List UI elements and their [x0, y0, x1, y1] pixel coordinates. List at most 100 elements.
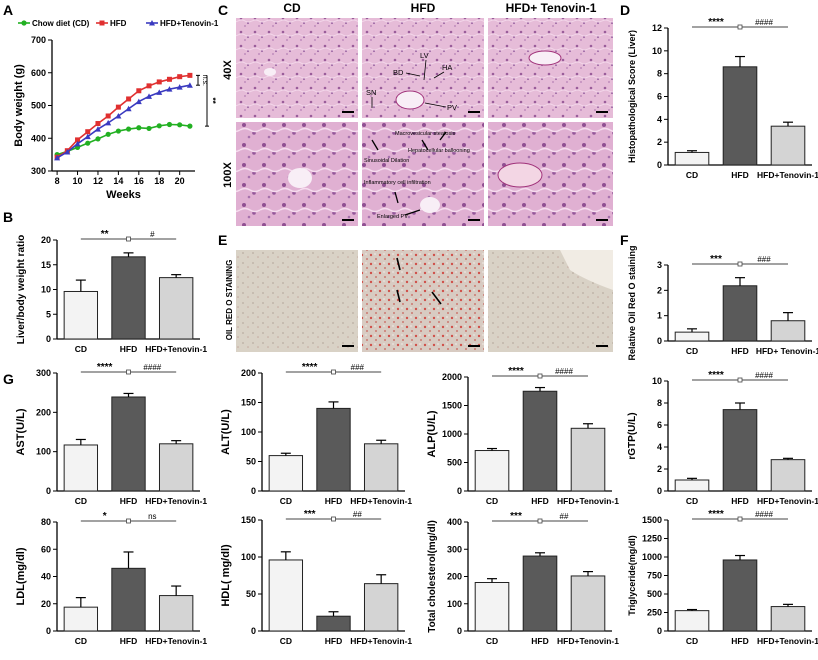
- bar-chart-tc: 0 100 200 300 400 Total cholesterol(mg/dl) CD H…: [427, 511, 619, 646]
- x-tick-label: 14: [113, 176, 123, 186]
- bar-cd: [674, 151, 710, 166]
- y-tick-label: 10: [41, 285, 51, 295]
- y-tick-label: 200: [241, 368, 256, 378]
- panel-label-e: E: [218, 232, 227, 248]
- x-tick-label: HFD+Tenovin-1: [757, 636, 818, 646]
- bar-chart-tg: 0 250 500 750 1000 1250 1500 Triglyceride(mg/dl…: [627, 509, 818, 646]
- y-axis-label: LDL(mg/dl): [15, 547, 27, 605]
- x-tick-label: CD: [686, 170, 698, 180]
- x-tick-label: HFD: [731, 346, 748, 356]
- y-axis-label: Liver/body weight ratio: [16, 235, 27, 344]
- x-tick-label: HFD: [120, 496, 137, 506]
- bar-chart-d: 0 2 4 6 8 10 12 Histopathological Score (Liver)…: [627, 17, 818, 180]
- sig-bracket-mid: [537, 518, 543, 524]
- y-tick-label: 0: [457, 626, 462, 636]
- y-tick-label: 80: [41, 517, 51, 527]
- bar-cd: [674, 479, 710, 492]
- data-point: [156, 89, 163, 95]
- x-tick-label: HFD+Tenovin-1: [145, 344, 207, 354]
- annotation-sn: SN: [366, 88, 376, 97]
- y-tick-label: 500: [647, 589, 662, 599]
- pointer-pv: [424, 102, 447, 108]
- x-tick-label: CD: [280, 636, 292, 646]
- y-axis-label: ALP(U/L): [426, 410, 438, 457]
- y-tick-label: 4: [657, 114, 662, 124]
- vessel-cd-100x: [288, 168, 312, 188]
- bar-cd: [63, 444, 99, 492]
- bar-ten: [158, 443, 194, 492]
- annotation-sinusoidal: Sinusoidal Dilation: [364, 158, 409, 164]
- x-tick-label: HFD+Tenovin-1: [350, 496, 412, 506]
- bar-ten: [363, 443, 399, 492]
- bar-chart-ldl: 0 20 40 60 80 LDL(mg/dl) CD HFD HFD+Tenovin-1 * ns: [15, 511, 207, 646]
- sig-label-left: ****: [97, 362, 113, 373]
- data-point: [94, 126, 101, 132]
- y-tick-label: 300: [447, 544, 462, 554]
- y-tick-label: 4: [657, 442, 662, 452]
- bar-cd: [474, 450, 510, 492]
- bar-chart-alt: 0 50 100 150 200 ALT(U/L) CD HFD HFD+Tenovin-1 **…: [220, 362, 412, 506]
- annotation-bd: BD: [393, 68, 404, 77]
- y-tick-label: 40: [41, 572, 51, 582]
- bar-ten: [570, 575, 606, 632]
- hist-row-40x: 40X: [222, 60, 234, 80]
- arrow-100x-5: [404, 209, 421, 216]
- bar-chart-rgtp: 0 2 4 6 8 10 rGTP(U/L) CD HFD HFD+Tenovin-1 **** ##…: [627, 370, 818, 506]
- y-tick-label: 0: [46, 486, 51, 496]
- y-tick-label: 0: [657, 486, 662, 496]
- legend-label: HFD: [110, 19, 127, 28]
- bar-ten: [770, 606, 806, 632]
- y-tick-label: 1: [657, 311, 662, 321]
- vessel-ten-100x: [497, 162, 543, 188]
- y-tick-label: 1500: [642, 515, 662, 525]
- data-point: [146, 83, 152, 89]
- data-point: [156, 79, 162, 85]
- sig-label-right: ####: [755, 371, 773, 380]
- y-axis-label: Total cholesterol(mg/dl): [427, 520, 438, 633]
- sig-bracket-mid: [737, 516, 743, 522]
- scale-bars-c: [342, 111, 608, 221]
- bar-ten: [770, 459, 806, 492]
- y-axis-label: Relative Oil Red O staining: [627, 245, 637, 360]
- sig-label-right: ##: [560, 512, 569, 521]
- arrow-100x-2: [421, 139, 429, 151]
- x-tick-label: HFD+Tenovin-1: [557, 636, 619, 646]
- y-tick-label: 10: [652, 376, 662, 386]
- bar-hfd: [316, 407, 351, 492]
- y-axis-label: rGTP(U/L): [627, 412, 638, 459]
- data-point: [146, 93, 153, 99]
- legend-label: HFD+Tenovin-1: [160, 19, 219, 28]
- data-point: [84, 133, 91, 140]
- data-point: [75, 137, 81, 143]
- legend-marker: [149, 20, 155, 26]
- y-tick-label: 400: [447, 517, 462, 527]
- data-point: [166, 121, 173, 128]
- bar-hfd: [522, 555, 558, 632]
- bar-cd: [268, 455, 304, 492]
- sig-bracket-mid: [331, 369, 336, 375]
- sig-bracket-mid: [126, 518, 131, 524]
- y-tick-label: 2: [657, 285, 662, 295]
- data-point: [64, 149, 71, 155]
- vessel-hfd-100x: [420, 197, 440, 213]
- data-point: [74, 140, 81, 147]
- arrow-100x-4: [394, 191, 399, 204]
- bar-ten: [363, 583, 399, 632]
- y-tick-label: 500: [31, 101, 46, 111]
- y-tick-label: 0: [46, 334, 51, 344]
- y-tick-label: 600: [31, 68, 46, 78]
- y-tick-label: 1000: [642, 552, 662, 562]
- legend-marker: [99, 20, 105, 26]
- y-tick-label: 250: [647, 608, 662, 618]
- bar-ten: [770, 320, 806, 342]
- y-tick-label: 6: [657, 92, 662, 102]
- y-tick-label: 100: [241, 427, 256, 437]
- annotation-pv: PV: [447, 103, 457, 112]
- x-tick-label: HFD: [731, 636, 748, 646]
- bar-hfd: [722, 409, 758, 492]
- line-chart-body-weight: 300 400 500 600 700 8 10 12 14 16 18 20 Weeks Body we…: [13, 19, 219, 201]
- y-axis-label: Triglyceride(mg/dl): [627, 535, 637, 616]
- sig-label-right: ###: [757, 255, 771, 264]
- y-tick-label: 150: [241, 515, 256, 525]
